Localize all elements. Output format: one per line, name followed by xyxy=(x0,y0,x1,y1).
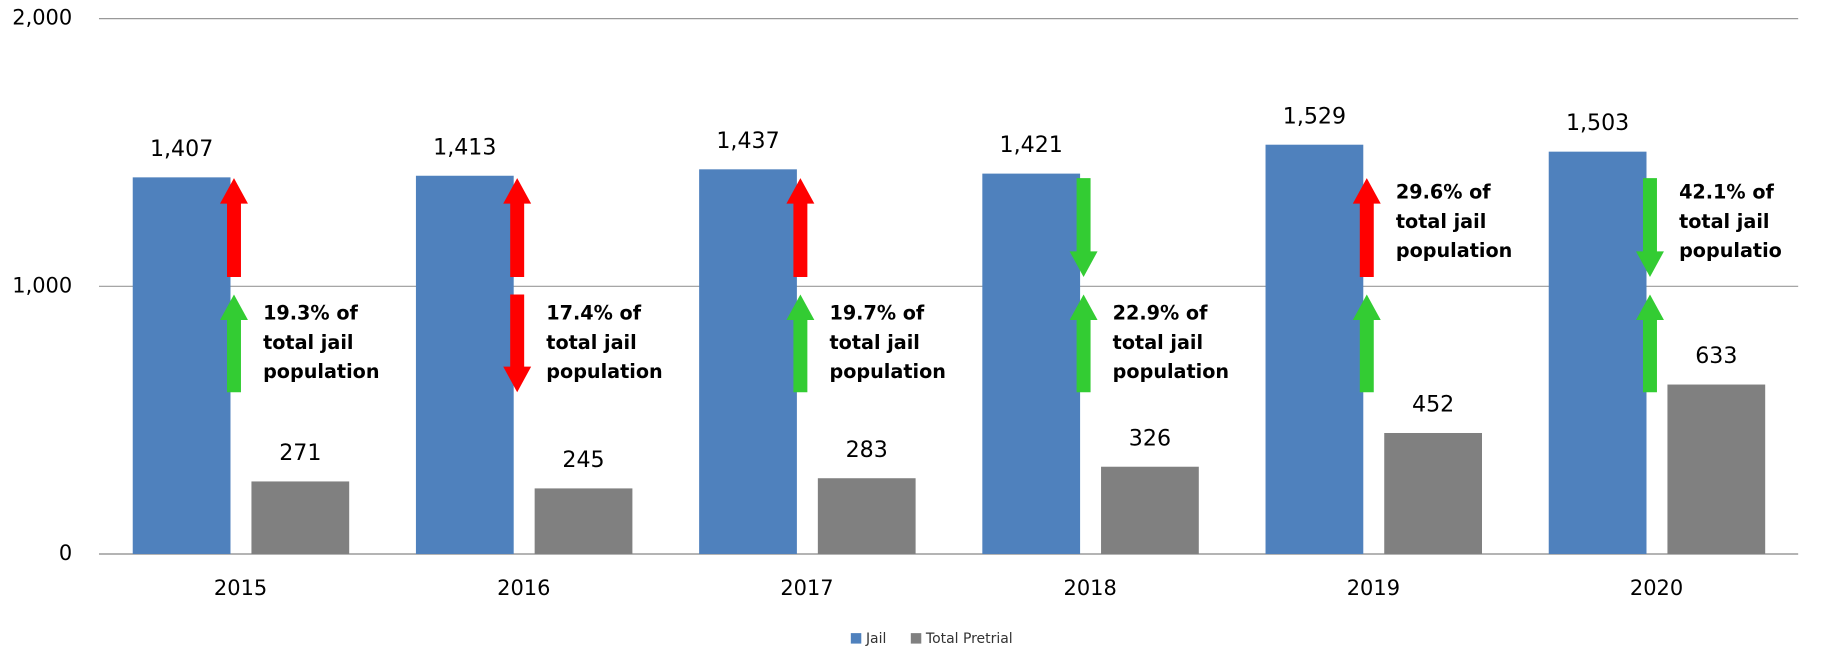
bar xyxy=(415,175,514,554)
x-tick-label: 2017 xyxy=(780,576,833,600)
legend-label: Jail xyxy=(865,631,886,647)
data-label: 1,503 xyxy=(1566,110,1629,136)
lower-arrow xyxy=(1069,294,1098,393)
bar xyxy=(982,173,1081,554)
annotation-text: total jail xyxy=(829,331,919,354)
annotation-text: population xyxy=(263,360,379,383)
legend-swatch xyxy=(910,633,922,644)
x-tick-label: 2018 xyxy=(1064,576,1117,600)
y-tick-label: 1,000 xyxy=(12,273,72,297)
bar xyxy=(699,169,797,554)
bar xyxy=(1101,466,1199,554)
data-label: 633 xyxy=(1695,343,1737,369)
annotation-text: total jail xyxy=(1396,210,1486,233)
data-label: 271 xyxy=(279,440,321,466)
annotation-text: populatio xyxy=(1679,239,1782,262)
data-label: 326 xyxy=(1129,425,1171,451)
lower-arrow xyxy=(503,294,532,393)
upper-arrow xyxy=(503,178,532,277)
lower-arrow xyxy=(786,294,815,393)
legend-label: Total Pretrial xyxy=(925,631,1013,647)
lower-arrow xyxy=(220,294,248,393)
y-tick-label: 2,000 xyxy=(12,6,72,30)
bar xyxy=(132,177,231,554)
annotation-text: population xyxy=(1113,360,1229,383)
annotation-text: total jail xyxy=(263,331,353,354)
bar xyxy=(251,481,350,554)
annotation-text: population xyxy=(1396,239,1512,262)
lower-arrow xyxy=(1636,294,1664,393)
bar xyxy=(817,478,916,554)
bar xyxy=(1667,384,1766,554)
annotation-text: total jail xyxy=(1113,331,1203,354)
annotation-text: 19.7% of xyxy=(829,302,924,325)
data-label: 452 xyxy=(1412,392,1454,418)
x-tick-label: 2015 xyxy=(214,576,267,600)
lower-arrow xyxy=(1352,294,1381,393)
data-label: 1,529 xyxy=(1283,103,1346,129)
data-label: 1,407 xyxy=(150,136,213,162)
legend-swatch xyxy=(850,633,862,644)
bar xyxy=(1265,144,1364,554)
y-tick-label: 0 xyxy=(59,541,72,565)
x-tick-label: 2019 xyxy=(1347,576,1400,600)
annotation-text: total jail xyxy=(1679,210,1769,233)
upper-arrow xyxy=(220,178,248,277)
annotation-text: population xyxy=(829,360,945,383)
bar xyxy=(534,488,633,554)
upper-arrow xyxy=(1069,178,1098,277)
bar xyxy=(1384,432,1483,554)
upper-arrow xyxy=(1636,178,1664,277)
data-label: 1,421 xyxy=(1000,132,1063,158)
annotation-text: 17.4% of xyxy=(546,302,641,325)
annotation-text: population xyxy=(546,360,662,383)
data-label: 1,437 xyxy=(716,128,779,154)
annotation-text: 19.3% of xyxy=(263,302,358,325)
data-label: 1,413 xyxy=(433,134,496,160)
annotation-text: total jail xyxy=(546,331,636,354)
data-label: 245 xyxy=(562,447,604,473)
upper-arrow xyxy=(786,178,815,277)
bar xyxy=(1548,151,1647,554)
annotation-text: 29.6% of xyxy=(1396,181,1491,204)
annotation-text: 22.9% of xyxy=(1113,302,1208,325)
x-tick-label: 2020 xyxy=(1630,576,1683,600)
data-label: 283 xyxy=(846,437,888,463)
x-tick-label: 2016 xyxy=(497,576,550,600)
annotation-text: 42.1% of xyxy=(1679,181,1774,204)
upper-arrow xyxy=(1352,178,1381,277)
